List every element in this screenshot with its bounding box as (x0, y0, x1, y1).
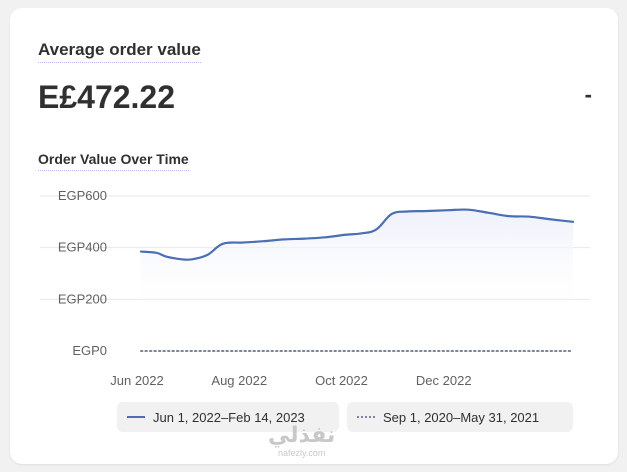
y-tick-label: EGP400 (58, 240, 107, 255)
legend-label: Sep 1, 2020–May 31, 2021 (383, 409, 540, 425)
primary-series-area (141, 209, 573, 321)
legend-item-comparison-period[interactable]: Sep 1, 2020–May 31, 2021 (347, 402, 573, 432)
x-tick-label: Aug 2022 (211, 373, 267, 388)
chart-area (141, 209, 573, 321)
y-tick-label: EGP0 (72, 343, 107, 358)
dotted-line-icon (357, 416, 375, 418)
legend-label: Jun 1, 2022–Feb 14, 2023 (153, 409, 305, 425)
metric-value: E£472.22 (38, 79, 176, 115)
x-tick-label: Jun 2022 (110, 373, 164, 388)
x-tick-label: Oct 2022 (315, 373, 368, 388)
primary-series-line (139, 208, 575, 261)
watermark-url: nafezly.com (277, 448, 326, 458)
chart-series (139, 208, 575, 353)
x-axis-ticks: Jun 2022 Aug 2022 Oct 2022 Dec 2022 (110, 373, 471, 388)
y-tick-label: EGP200 (58, 291, 107, 306)
watermark: نفذلي nafezly.com (268, 423, 336, 459)
y-tick-label: EGP600 (58, 188, 107, 203)
solid-line-icon (127, 416, 145, 418)
watermark-logo-text: نفذلي (268, 423, 336, 448)
card-title[interactable]: Average order value (38, 40, 201, 63)
x-tick-label: Dec 2022 (416, 373, 472, 388)
chart-title[interactable]: Order Value Over Time (38, 151, 189, 171)
metric-delta: - (584, 82, 592, 107)
y-axis-ticks: EGP600 EGP400 EGP200 EGP0 (58, 188, 107, 358)
legend-item-current-period[interactable]: Jun 1, 2022–Feb 14, 2023 (117, 402, 339, 432)
